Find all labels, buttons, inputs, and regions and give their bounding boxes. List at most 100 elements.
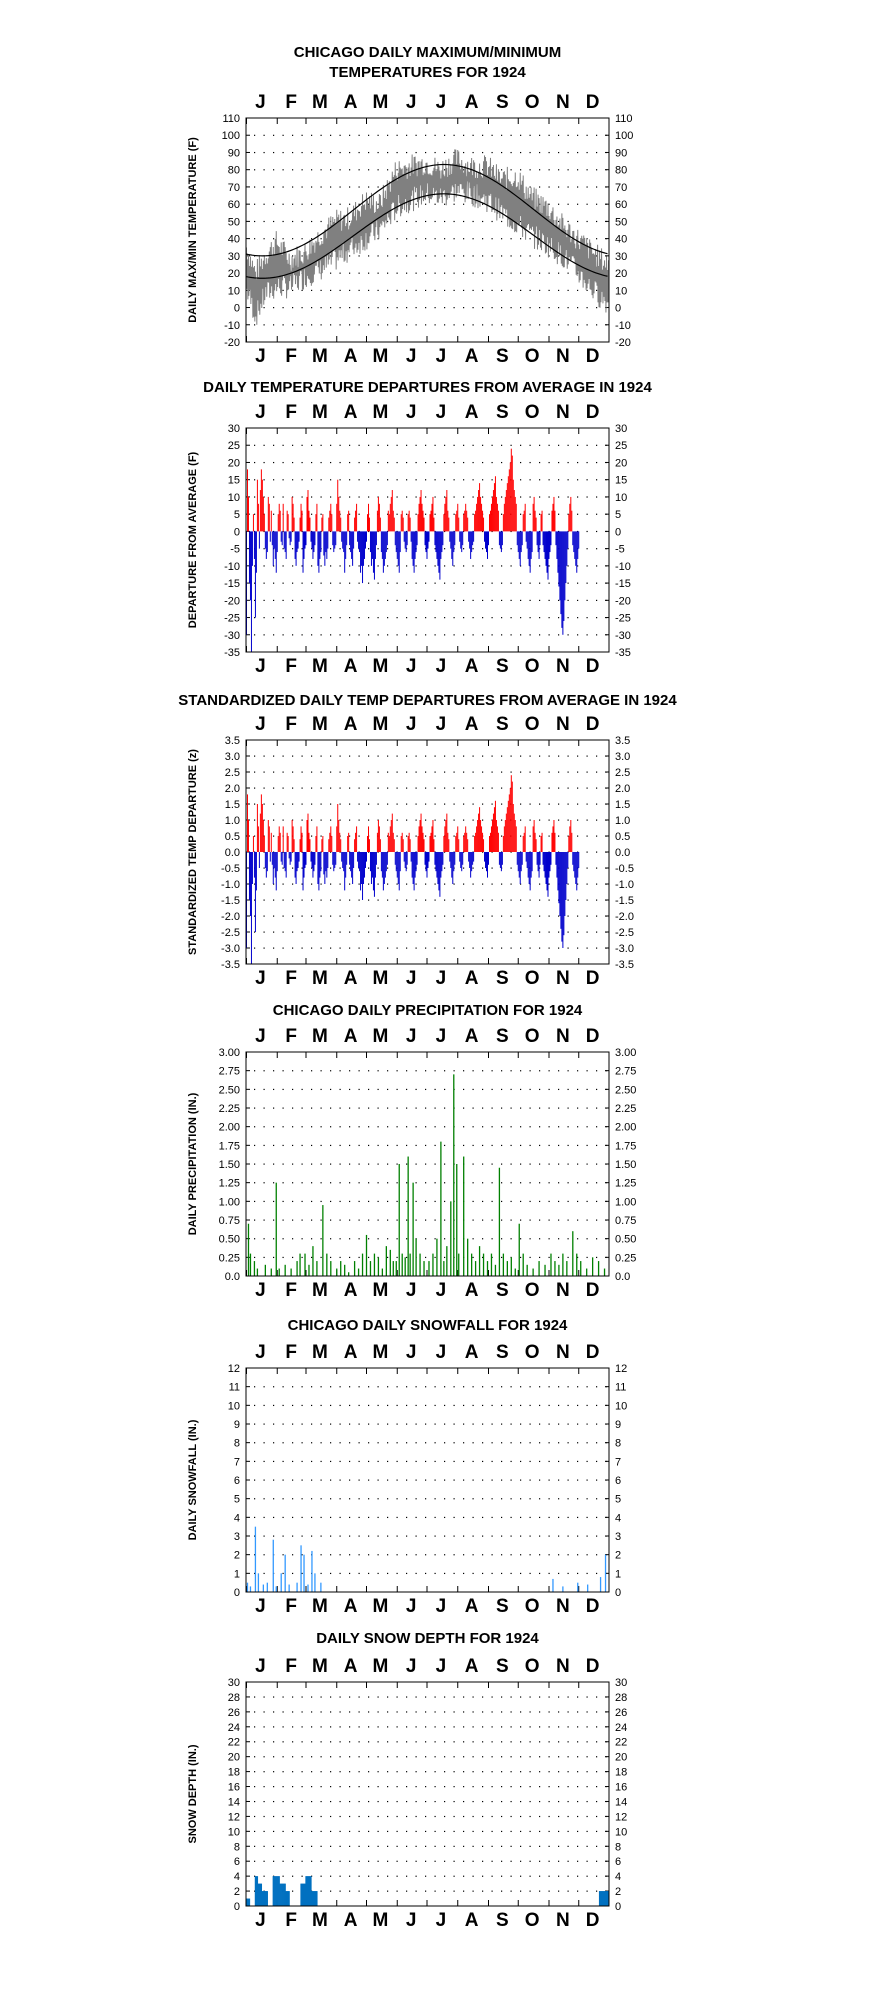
- grid-dot: [548, 461, 550, 464]
- grid-dot: [586, 1070, 588, 1072]
- grid-dot: [387, 1423, 389, 1425]
- grid-dot: [520, 496, 522, 498]
- grid-dot: [263, 867, 265, 869]
- grid-dot: [282, 1404, 284, 1407]
- grid-dot: [434, 1256, 436, 1259]
- y-tick-label-right: 2.0: [615, 783, 630, 795]
- grid-dot: [396, 947, 398, 949]
- grid-dot: [482, 1088, 484, 1091]
- grid-dot: [396, 1238, 398, 1240]
- grid-dot: [415, 151, 417, 154]
- grid-dot: [311, 1163, 313, 1165]
- grid-dot: [330, 1815, 332, 1818]
- grid-dot: [482, 787, 484, 789]
- grid-dot: [567, 1404, 569, 1407]
- grid-dot: [548, 169, 550, 171]
- grid-dot: [510, 1572, 512, 1575]
- grid-dot: [444, 1875, 446, 1877]
- grid-dot: [463, 1442, 465, 1444]
- grid-dot: [529, 1860, 531, 1862]
- grid-dot: [301, 1219, 303, 1221]
- grid-dot: [396, 582, 398, 584]
- grid-dot: [596, 617, 598, 619]
- grid-dot: [444, 1404, 446, 1407]
- grid-dot: [368, 755, 370, 757]
- grid-dot: [453, 461, 455, 464]
- grid-dot: [263, 1070, 265, 1072]
- grid-dot: [444, 1726, 446, 1728]
- grid-dot: [301, 1070, 303, 1072]
- grid-dot: [510, 883, 512, 885]
- grid-dot: [444, 565, 446, 567]
- grid-dot: [586, 634, 588, 636]
- grid-dot: [472, 444, 474, 446]
- grid-dot: [472, 1479, 474, 1481]
- grid-dot: [273, 565, 275, 567]
- grid-dot: [482, 496, 484, 498]
- grid-dot: [311, 307, 313, 309]
- grid-dot: [529, 599, 531, 602]
- grid-dot: [577, 1144, 579, 1147]
- grid-dot: [396, 835, 398, 837]
- grid-dot: [368, 582, 370, 584]
- grid-dot: [263, 134, 265, 136]
- grid-dot: [273, 1845, 275, 1847]
- grid-dot: [577, 1423, 579, 1425]
- grid-dot: [520, 1741, 522, 1743]
- grid-dot: [529, 803, 531, 805]
- grid-dot: [558, 755, 560, 757]
- grid-dot: [358, 582, 360, 584]
- grid-dot: [320, 134, 322, 136]
- grid-dot: [377, 1182, 379, 1184]
- grid-dot: [529, 1696, 531, 1698]
- grid-dot: [273, 755, 275, 757]
- grid-dot: [396, 324, 398, 326]
- grid-dot: [339, 1815, 341, 1818]
- y-tick-label-right: -2.0: [615, 911, 634, 923]
- grid-dot: [482, 1107, 484, 1109]
- grid-dot: [282, 1163, 284, 1165]
- grid-dot: [567, 1572, 569, 1575]
- grid-dot: [529, 1830, 531, 1833]
- grid-dot: [529, 1423, 531, 1425]
- y-tick-label-right: 0: [615, 526, 621, 538]
- grid-dot: [482, 461, 484, 464]
- grid-dot: [282, 1442, 284, 1444]
- grid-dot: [491, 867, 493, 869]
- month-label-bottom: O: [525, 1596, 540, 1617]
- grid-dot: [586, 186, 588, 188]
- grid-dot: [273, 1200, 275, 1203]
- grid-dot: [292, 755, 294, 757]
- grid-dot: [558, 771, 560, 773]
- grid-dot: [377, 582, 379, 584]
- grid-dot: [368, 1404, 370, 1407]
- grid-dot: [501, 272, 503, 274]
- grid-dot: [529, 899, 531, 901]
- grid-dot: [444, 1219, 446, 1221]
- grid-dot: [567, 1741, 569, 1743]
- grid-dot: [415, 1088, 417, 1091]
- grid-dot: [567, 186, 569, 188]
- grid-dot: [482, 803, 484, 805]
- plot-frame: [245, 1681, 610, 1907]
- grid-dot: [301, 203, 303, 205]
- grid-dot: [425, 1479, 427, 1481]
- grid-dot: [358, 134, 360, 136]
- grid-dot: [434, 479, 436, 481]
- grid-dot: [463, 1088, 465, 1091]
- grid-dot: [282, 203, 284, 205]
- grid-dot: [320, 186, 322, 188]
- y-tick-label-right: -10: [615, 561, 631, 573]
- y-tick-label-right: 22: [615, 1737, 627, 1749]
- grid-dot: [558, 634, 560, 636]
- grid-dot: [444, 203, 446, 205]
- grid-dot: [520, 1535, 522, 1537]
- grid-dot: [292, 1126, 294, 1128]
- y-tick-label-left: 6: [234, 1856, 240, 1868]
- grid-dot: [263, 1163, 265, 1165]
- grid-dot: [358, 444, 360, 446]
- grid-dot: [320, 220, 322, 223]
- grid-dot: [415, 1845, 417, 1847]
- grid-dot: [330, 1572, 332, 1575]
- grid-dot: [282, 1460, 284, 1463]
